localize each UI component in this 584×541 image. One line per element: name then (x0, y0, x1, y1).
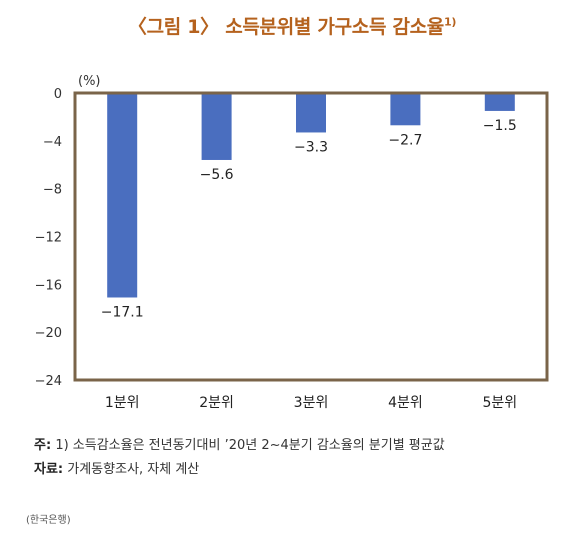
y-tick-label: −20 (35, 326, 62, 341)
source-line: 자료: 가계동향조사, 자체 계산 (34, 458, 199, 477)
y-axis-unit-label: (%) (78, 74, 101, 89)
bar-chart: (%) 0−4−8−12−16−20−24 −17.1−5.6−3.3 −2.7−… (35, 74, 549, 411)
bar-5 (484, 93, 515, 111)
chart-title-text: 〈그림 1〉 소득분위별 가구소득 감소율 (127, 16, 444, 38)
chart-title: 〈그림 1〉 소득분위별 가구소득 감소율1) (0, 12, 584, 39)
bar-3 (296, 93, 326, 133)
x-tick-label: 1분위 (105, 395, 140, 411)
value-labels-group: −17.1 −5.6 −3.3 −2.7 −1.5 (101, 118, 517, 321)
credit-text: (한국은행) (26, 515, 71, 526)
bars-group (107, 93, 515, 298)
value-label: −5.6 (200, 167, 234, 183)
x-tick-label: 5분위 (482, 395, 517, 411)
source-text: 가계동향조사, 자체 계산 (67, 462, 200, 477)
bar-2 (201, 93, 232, 160)
source-label: 자료: (34, 462, 64, 477)
value-label: −1.5 (483, 118, 517, 134)
note-line: 주: 1) 소득감소율은 전년동기대비 ’20년 2~4분기 감소율의 분기별 … (34, 434, 445, 453)
y-tick-label: −16 (35, 278, 62, 293)
y-tick-label: −4 (43, 135, 62, 150)
note-label: 주: (34, 438, 52, 453)
note-text: 1) 소득감소율은 전년동기대비 ’20년 2~4분기 감소율의 분기별 평균값 (55, 438, 445, 453)
x-tick-label: 2분위 (199, 395, 234, 411)
bar-4 (390, 93, 421, 126)
value-label: −3.3 (294, 139, 328, 155)
chart-title-footnote-mark: 1) (444, 15, 457, 29)
x-tick-label: 4분위 (388, 395, 423, 411)
value-label: −2.7 (388, 132, 422, 148)
y-tick-label: −24 (35, 374, 62, 389)
value-label: −17.1 (101, 304, 144, 320)
chart-frame (73, 91, 549, 382)
x-axis-labels: 1분위 2분위 3분위 4분위 5분위 (105, 395, 517, 411)
bar-1 (107, 93, 138, 298)
y-axis-ticks: 0 −4 −8 −12 −16 −20 −24 (35, 87, 62, 389)
y-tick-label: −12 (35, 231, 62, 246)
y-tick-label: 0 (54, 87, 62, 102)
y-tick-label: −8 (43, 183, 62, 198)
x-tick-label: 3분위 (294, 395, 329, 411)
